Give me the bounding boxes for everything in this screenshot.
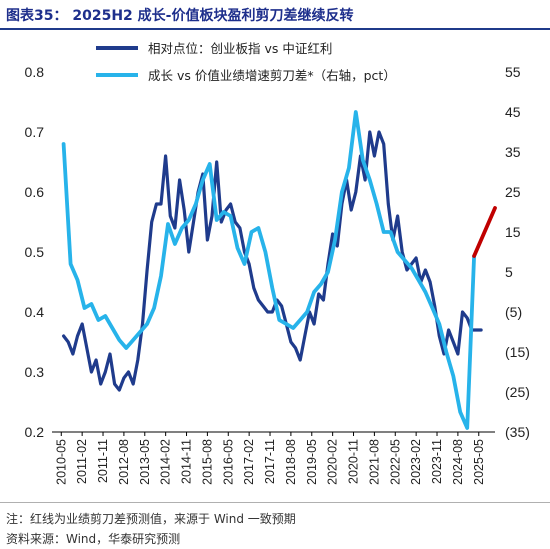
x-tick-label: 2021-08 xyxy=(367,439,381,485)
left-tick-label: 0.3 xyxy=(25,364,45,380)
right-tick-label: 5 xyxy=(505,264,513,280)
x-tick-label: 2023-11 xyxy=(430,439,444,484)
right-axis: (35) (25) (15) (5) 5 15 25 35 45 55 xyxy=(505,64,530,440)
right-tick-label: (15) xyxy=(505,344,530,360)
x-tick-label: 2019-05 xyxy=(305,439,319,485)
x-tick-label: 2011-02 xyxy=(75,439,89,484)
right-tick-label: 45 xyxy=(505,104,521,120)
legend-label: 成长 vs 价值业绩增速剪刀差*（右轴，pct） xyxy=(148,68,396,83)
left-tick-label: 0.8 xyxy=(25,64,45,80)
series-relative-index-line xyxy=(62,130,483,392)
right-tick-label: (5) xyxy=(505,304,522,320)
x-tick-label: 2016-05 xyxy=(221,439,235,485)
right-tick-label: 25 xyxy=(505,184,521,200)
right-tick-label: 35 xyxy=(505,144,521,160)
left-tick-label: 0.5 xyxy=(25,244,45,260)
x-tick-label: 2022-05 xyxy=(388,439,402,485)
divider xyxy=(0,502,550,503)
x-tick-label: 2011-11 xyxy=(96,439,110,483)
x-tick-label: 2012-08 xyxy=(117,439,131,485)
series-growth-value-spread-line xyxy=(61,110,476,430)
right-tick-label: (35) xyxy=(505,424,530,440)
right-tick-label: 55 xyxy=(505,64,521,80)
left-tick-label: 0.6 xyxy=(25,184,45,200)
right-tick-label: 15 xyxy=(505,224,521,240)
left-axis: 0.2 0.3 0.4 0.5 0.6 0.7 0.8 xyxy=(25,64,45,440)
x-tick-label: 2018-08 xyxy=(284,439,298,485)
left-tick-label: 0.4 xyxy=(25,304,45,320)
x-tick-label: 2024-08 xyxy=(451,439,465,485)
x-tick-label: 2013-05 xyxy=(138,439,152,485)
x-tick-label: 2010-05 xyxy=(54,439,68,485)
x-tick-label: 2017-11 xyxy=(263,439,277,484)
x-tick-label: 2020-02 xyxy=(326,439,340,485)
x-tick-label: 2017-02 xyxy=(242,439,256,485)
footnote: 注：红线为业绩剪刀差预测值，来源于 Wind 一致预期 xyxy=(6,512,296,526)
x-tick-label: 2015-08 xyxy=(200,439,214,485)
left-tick-label: 0.2 xyxy=(25,424,45,440)
x-axis: 2010-05 2011-02 2011-11 2012-08 2013-05 2014-… xyxy=(54,432,486,485)
x-tick-label: 2025-05 xyxy=(472,439,486,485)
source-note: 资料来源：Wind，华泰研究预测 xyxy=(6,532,181,546)
page-title: 图表35： 2025H2 成长-价值板块盈利剪刀差继续反转 xyxy=(6,8,354,24)
left-tick-label: 0.7 xyxy=(25,124,45,140)
x-tick-label: 2023-02 xyxy=(409,439,423,485)
title-bar: 图表35： 2025H2 成长-价值板块盈利剪刀差继续反转 xyxy=(0,0,550,30)
x-tick-label: 2020-11 xyxy=(347,439,361,484)
x-tick-label: 2014-11 xyxy=(180,439,194,484)
series-forecast-line xyxy=(472,206,497,258)
right-tick-label: (25) xyxy=(505,384,530,400)
chart: 0.2 0.3 0.4 0.5 0.6 0.7 0.8 (35) (25) (15) (5) 5 15… xyxy=(25,41,530,485)
legend-label: 相对点位：创业板指 vs 中证红利 xyxy=(148,41,332,56)
series-lines xyxy=(61,110,497,430)
x-tick-label: 2014-02 xyxy=(159,439,173,485)
